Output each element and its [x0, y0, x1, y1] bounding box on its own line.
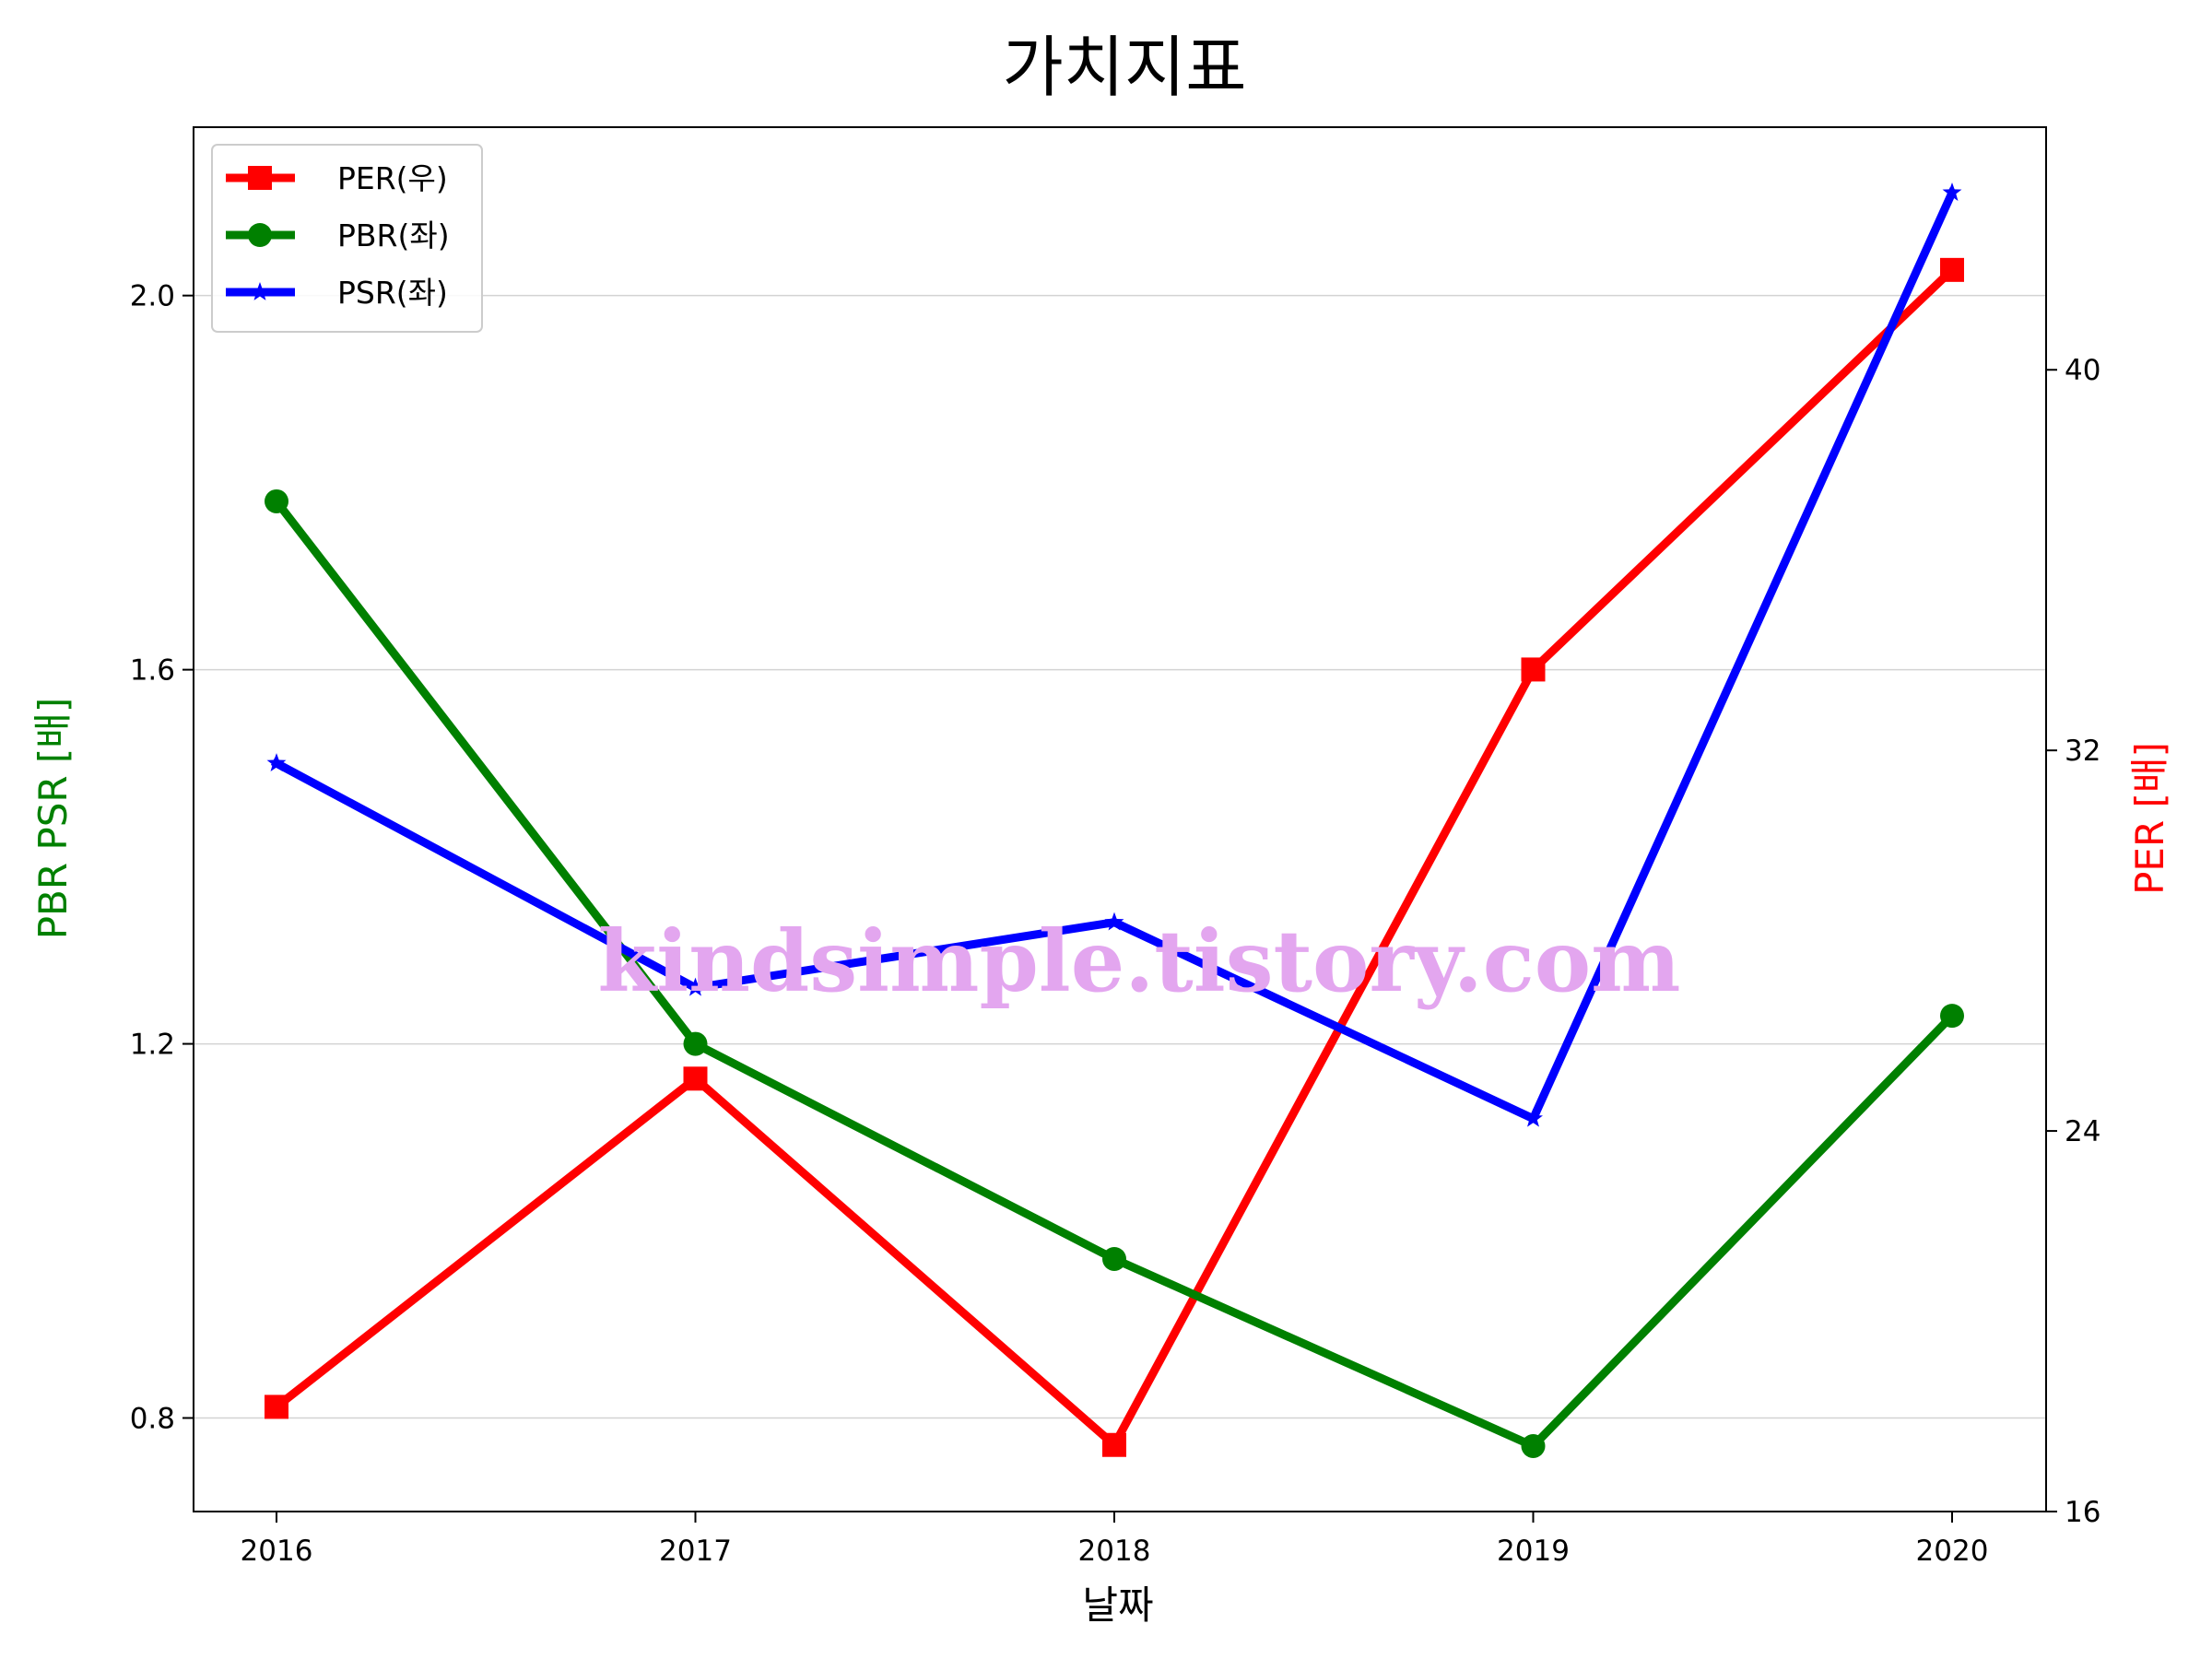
legend-box: [211, 144, 483, 333]
data-point: [1524, 1108, 1543, 1127]
data-point: [1521, 657, 1546, 682]
legend-label: PBR(좌): [337, 218, 450, 253]
watermark: kindsimple.tistory.com: [597, 912, 1680, 1011]
right-y-axis: 16 24 32 40: [2046, 354, 2100, 1529]
legend-marker: [248, 223, 272, 247]
data-point: [686, 977, 705, 996]
x-tick-label: 2019: [1497, 1535, 1570, 1568]
left-y-tick-label: 1.2: [130, 1029, 175, 1062]
data-point: [1102, 1246, 1126, 1271]
x-tick-label: 2020: [1916, 1535, 1989, 1568]
data-point: [266, 753, 287, 772]
legend-label: PER(우): [337, 160, 448, 196]
data-point: [265, 488, 288, 513]
grid-lines: [194, 294, 2046, 1419]
data-point: [1104, 912, 1124, 931]
series-layer: [265, 182, 1964, 1458]
x-axis: 2016 2017 2018 2019 2020: [241, 1512, 1989, 1568]
data-point: [683, 1066, 708, 1091]
right-y-tick-label: 24: [2065, 1115, 2100, 1148]
data-point: [1102, 1432, 1126, 1457]
right-y-tick-label: 16: [2065, 1496, 2100, 1529]
series-PER(우): [265, 257, 1964, 1457]
data-point: [1940, 257, 1964, 282]
left-y-tick-label: 1.6: [130, 654, 175, 688]
data-point: [265, 1394, 288, 1419]
x-tick-label: 2016: [241, 1535, 313, 1568]
legend-marker: [248, 166, 272, 190]
data-point: [1942, 182, 1962, 201]
right-y-tick-label: 40: [2065, 354, 2100, 387]
legend-label: PSR(좌): [337, 275, 448, 311]
data-point: [1940, 1004, 1964, 1029]
right-y-tick-label: 32: [2065, 735, 2100, 768]
right-y-axis-label: PER [배]: [2127, 742, 2172, 895]
series-PSR(좌): [266, 182, 1962, 1127]
data-point: [683, 1031, 708, 1056]
chart-title: 가치지표: [1003, 29, 1247, 106]
left-y-axis: 0.8 1.2 1.6 2.0: [130, 280, 194, 1436]
left-y-tick-label: 2.0: [130, 280, 175, 313]
plot-frame: [193, 126, 2047, 1512]
data-point: [1521, 1433, 1546, 1458]
legend: PER(우) PBR(좌) PSR(좌): [211, 144, 483, 333]
series-PBR(좌): [265, 488, 1964, 1458]
left-y-axis-label: PBR PSR [배]: [30, 698, 76, 940]
x-axis-label: 날짜: [1082, 1583, 1153, 1628]
legend-marker: [250, 282, 270, 300]
left-y-tick-label: 0.8: [130, 1403, 175, 1436]
x-tick-label: 2017: [659, 1535, 732, 1568]
x-tick-label: 2018: [1078, 1535, 1151, 1568]
